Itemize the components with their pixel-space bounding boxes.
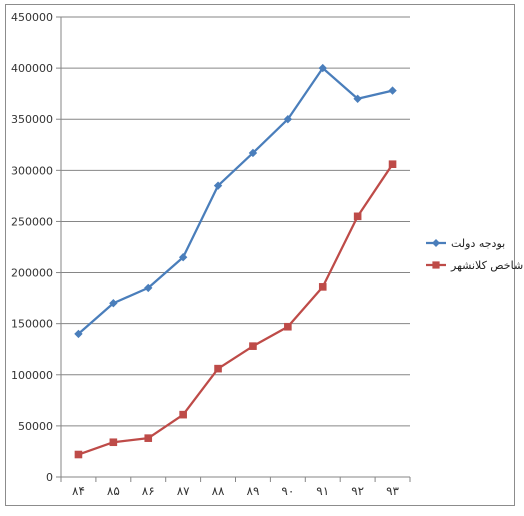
chart-frame [5, 4, 515, 506]
series-2 [74, 160, 397, 459]
data-point [74, 329, 83, 339]
y-tick-label: 250000 [11, 215, 53, 228]
y-tick-label: 100000 [11, 369, 53, 382]
axes [60, 17, 410, 478]
data-point [144, 434, 153, 442]
data-point [109, 438, 118, 447]
y-tick-label: 150000 [11, 318, 53, 331]
y-tick-label: 50000 [18, 420, 53, 433]
series-1 [74, 63, 397, 339]
x-tick-label: ۹۳ [386, 484, 399, 498]
data-point [318, 63, 327, 73]
x-tick-label: ۸۵ [107, 484, 120, 498]
data-point [318, 283, 327, 291]
y-tick-label: 400000 [11, 62, 53, 75]
y-tick-label: 0 [46, 471, 53, 484]
data-point [388, 160, 397, 168]
data-point [353, 94, 362, 103]
data-point [213, 181, 223, 190]
data-point [179, 410, 187, 419]
series-line [77, 66, 393, 335]
x-tick-label: ۹۲ [351, 484, 364, 498]
legend-label: بودجه دولت [451, 237, 505, 250]
data-point [353, 212, 362, 221]
series-line [78, 163, 394, 456]
data-point [249, 342, 257, 350]
legend-entry: شاخص کلانشهر [426, 259, 523, 272]
data-point [284, 322, 292, 331]
data-point [74, 450, 83, 459]
data-point [178, 253, 188, 262]
legend-label: شاخص کلانشهر [450, 259, 523, 272]
x-tick-label: ۸۹ [247, 484, 260, 498]
y-tick-label: 300000 [11, 164, 53, 177]
x-tick-label: ۹۰ [281, 484, 294, 498]
y-tick-label: 350000 [11, 113, 53, 126]
legend: بودجه دولت شاخص کلانشهر [426, 237, 523, 272]
data-point [388, 86, 397, 95]
legend-marker [432, 239, 440, 247]
legend-entry: بودجه دولت [426, 237, 505, 250]
x-tick-label: ۸۸ [212, 484, 225, 498]
y-axis-ticks: 0 50000 100000 150000 200000 250000 300000 3500… [11, 11, 61, 484]
y-tick-label: 200000 [11, 267, 53, 280]
gridlines [61, 16, 410, 427]
x-tick-label: ۸۶ [142, 484, 155, 498]
data-point [109, 299, 118, 308]
y-tick-label: 450000 [11, 11, 53, 24]
x-tick-label: ۸۷ [177, 484, 190, 498]
x-tick-label: ۹۱ [316, 484, 329, 498]
data-point [214, 364, 222, 373]
series-layer [74, 63, 397, 459]
x-axis-ticks: ۸۴ ۸۵ ۸۶ ۸۷ ۸۸ ۸۹ ۹۰ ۹۱ ۹۲ ۹۳ [60, 477, 411, 498]
x-tick-label: ۸۴ [72, 484, 85, 498]
data-point [283, 115, 293, 124]
legend-marker [432, 261, 440, 269]
data-point [144, 283, 153, 293]
data-point [248, 148, 258, 158]
